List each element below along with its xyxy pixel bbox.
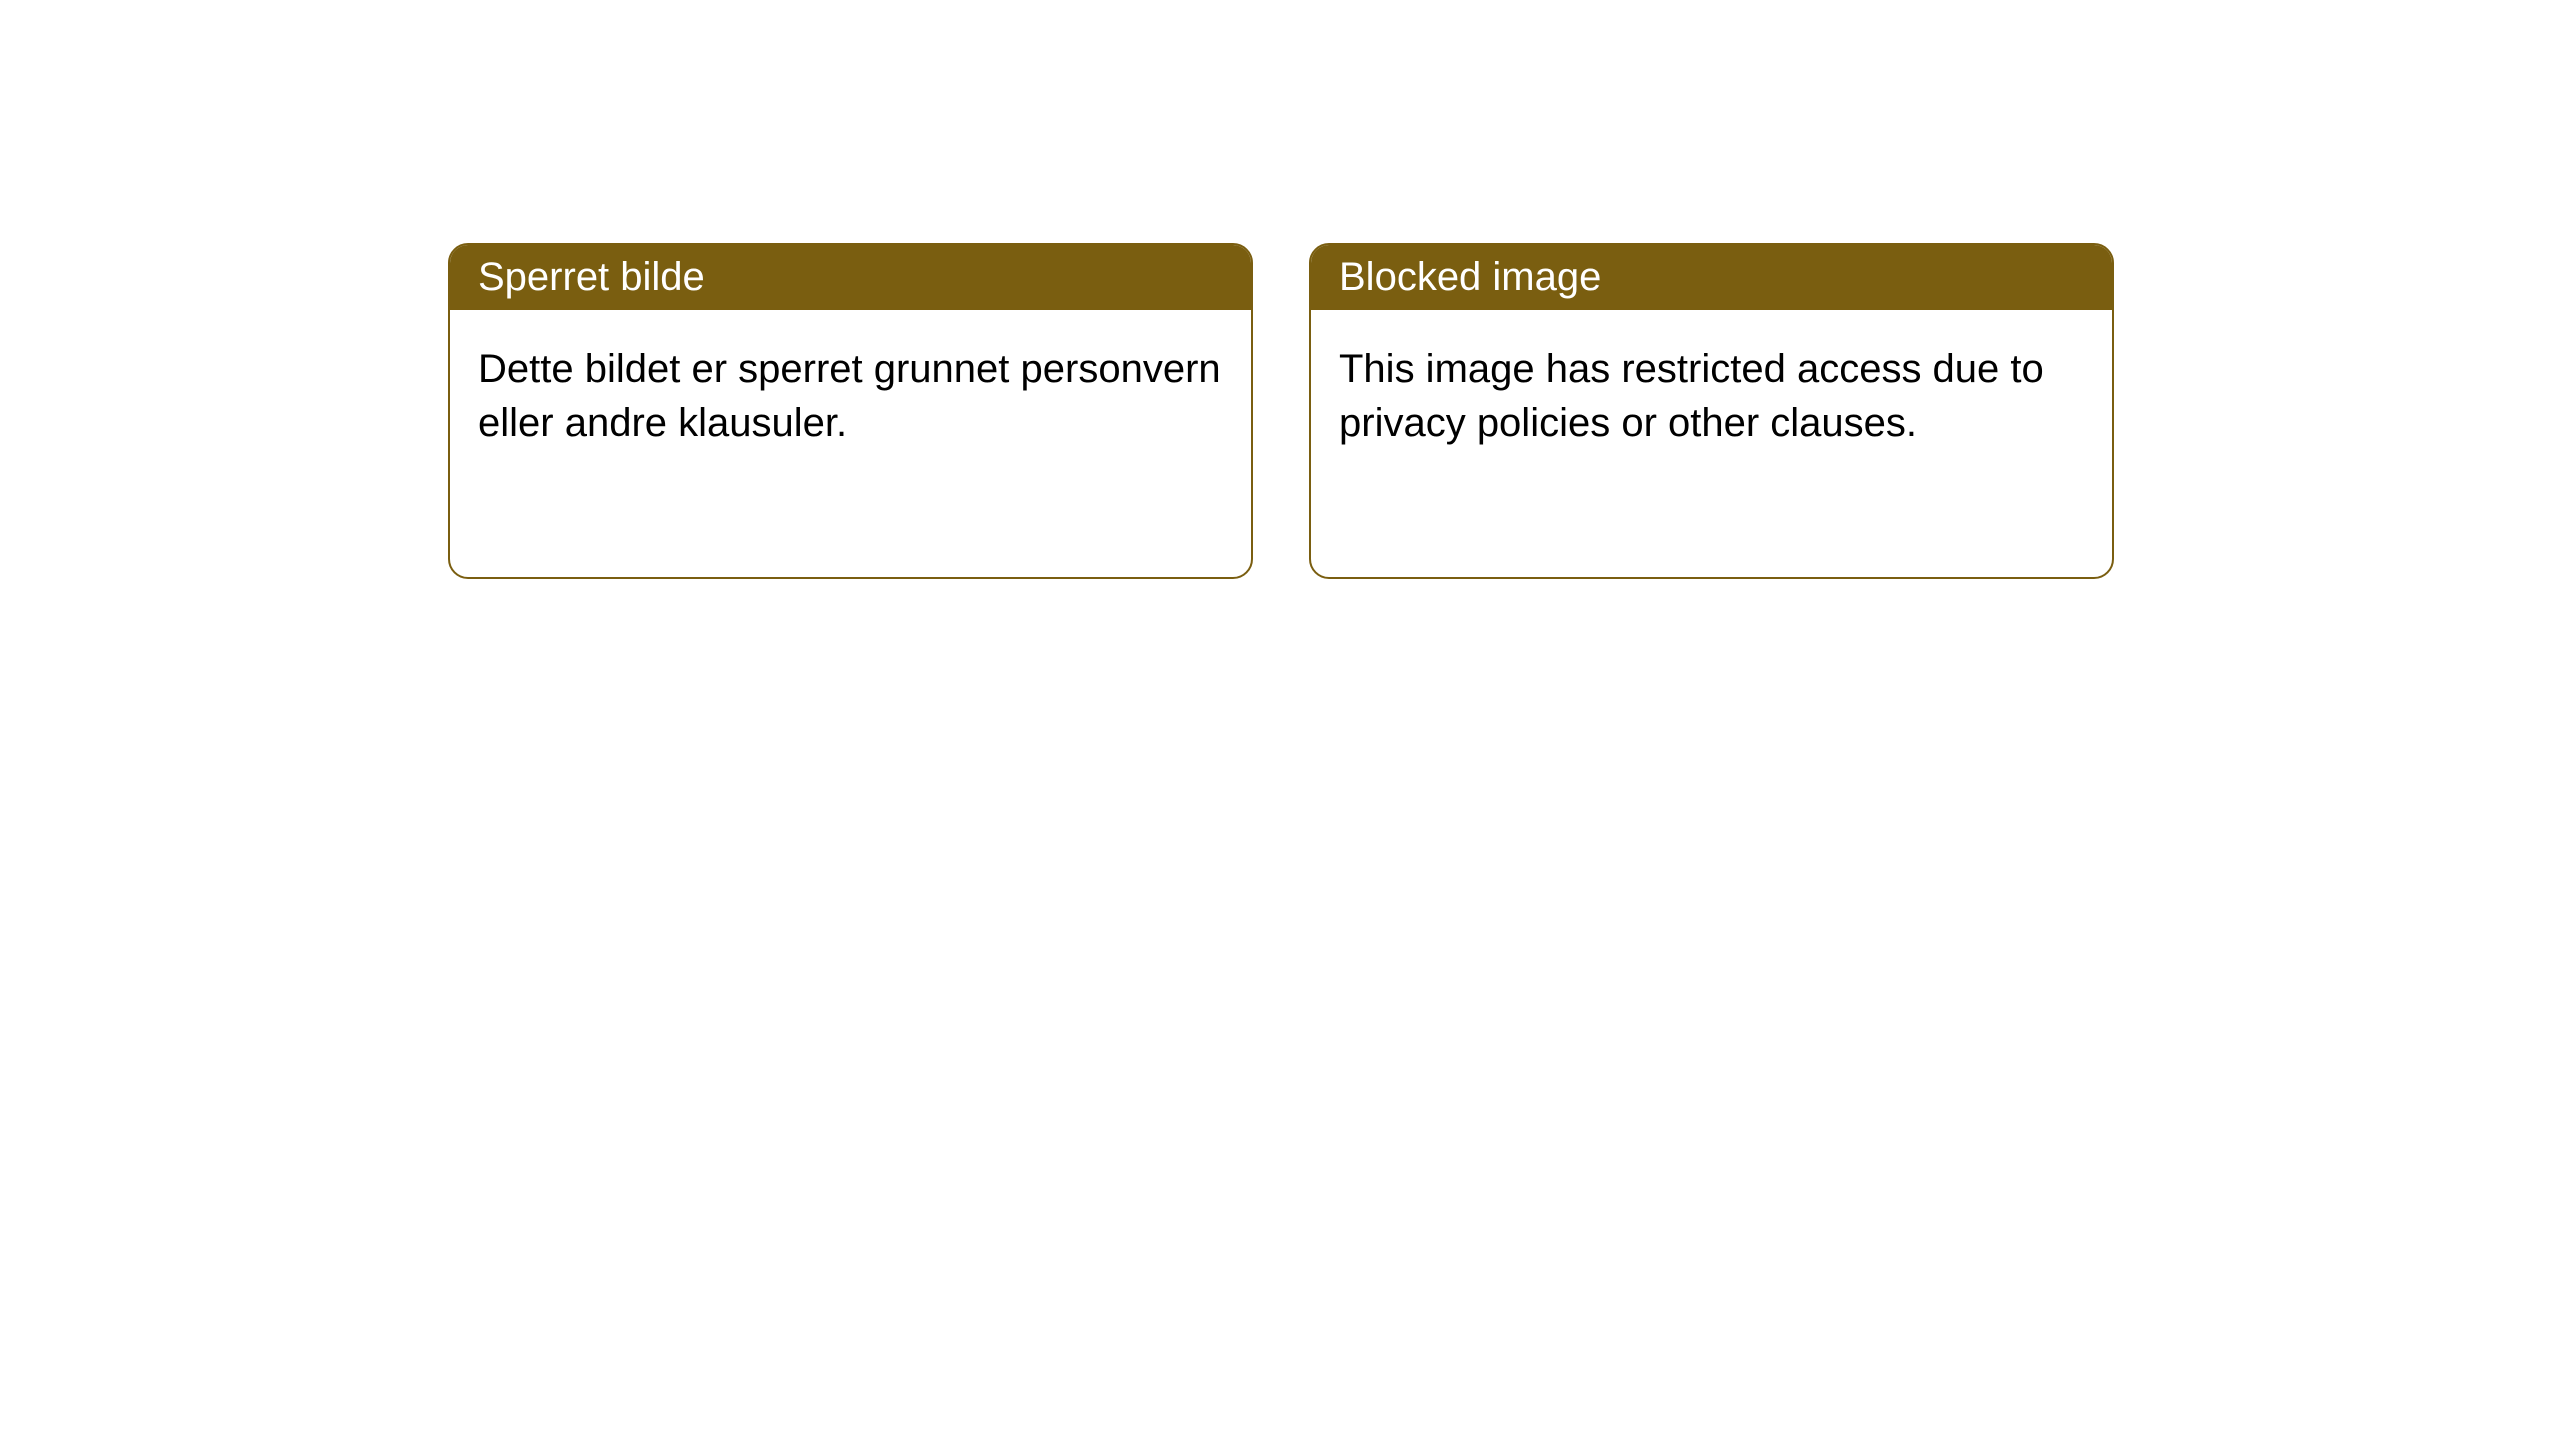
notice-card-title: Blocked image <box>1311 245 2112 310</box>
notice-card-title: Sperret bilde <box>450 245 1251 310</box>
notice-cards-container: Sperret bilde Dette bildet er sperret gr… <box>448 243 2114 579</box>
notice-card-body: This image has restricted access due to … <box>1311 310 2112 482</box>
notice-card-english: Blocked image This image has restricted … <box>1309 243 2114 579</box>
notice-card-body: Dette bildet er sperret grunnet personve… <box>450 310 1251 482</box>
notice-card-norwegian: Sperret bilde Dette bildet er sperret gr… <box>448 243 1253 579</box>
